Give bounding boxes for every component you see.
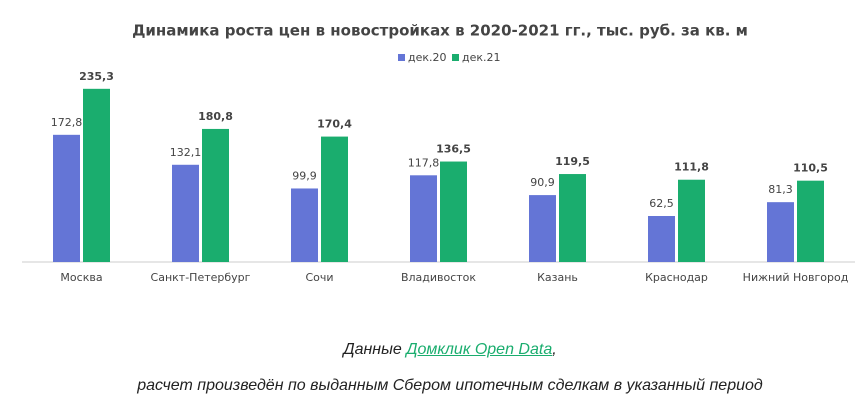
- value-label: 81,3: [768, 183, 793, 196]
- value-label: 180,8: [198, 110, 233, 123]
- bar: [559, 174, 586, 262]
- bar: [172, 164, 199, 262]
- bar: [291, 188, 318, 262]
- value-label: 117,8: [408, 156, 440, 169]
- x-tick-label: Нижний Новгород: [743, 271, 849, 284]
- bar: [440, 161, 467, 262]
- caption-line-2: расчет произведён по выданным Сбером ипо…: [137, 377, 763, 394]
- caption-suffix: ,: [552, 341, 557, 358]
- caption-prefix: Данные: [343, 341, 402, 358]
- x-tick-label: Санкт-Петербург: [151, 271, 251, 284]
- legend-swatch: [452, 54, 459, 61]
- bar: [321, 136, 348, 262]
- value-label: 110,5: [793, 162, 828, 175]
- value-label: 172,8: [51, 116, 83, 129]
- chart: Динамика роста цен в новостройках в 2020…: [22, 22, 855, 284]
- bar: [767, 202, 794, 262]
- value-label: 119,5: [555, 155, 590, 168]
- bar: [797, 180, 824, 262]
- bar: [53, 134, 80, 262]
- legend-swatch: [398, 54, 405, 61]
- x-tick-label: Казань: [537, 271, 578, 284]
- caption-line-1: Данные Домклик Open Data,: [0, 341, 858, 359]
- bar: [529, 195, 556, 262]
- x-tick-label: Краснодар: [645, 271, 708, 284]
- bar: [678, 179, 705, 262]
- bar: [648, 216, 675, 262]
- value-label: 62,5: [649, 197, 674, 210]
- bar: [410, 175, 437, 262]
- value-label: 90,9: [530, 176, 555, 189]
- bar: [83, 88, 110, 262]
- value-label: 111,8: [674, 161, 709, 174]
- value-label: 132,1: [170, 146, 202, 159]
- value-label: 136,5: [436, 143, 471, 156]
- value-label: 170,4: [317, 118, 352, 131]
- value-label: 99,9: [292, 169, 317, 182]
- value-label: 235,3: [79, 70, 114, 83]
- bar: [202, 128, 229, 262]
- x-tick-label: Сочи: [305, 271, 333, 284]
- caption-link[interactable]: Домклик Open Data: [406, 341, 553, 358]
- x-tick-label: Владивосток: [401, 271, 476, 284]
- legend-label: дек.20: [408, 51, 447, 64]
- legend-label: дек.21: [462, 51, 501, 64]
- x-tick-label: Москва: [60, 271, 102, 284]
- chart-title: Динамика роста цен в новостройках в 2020…: [132, 22, 748, 40]
